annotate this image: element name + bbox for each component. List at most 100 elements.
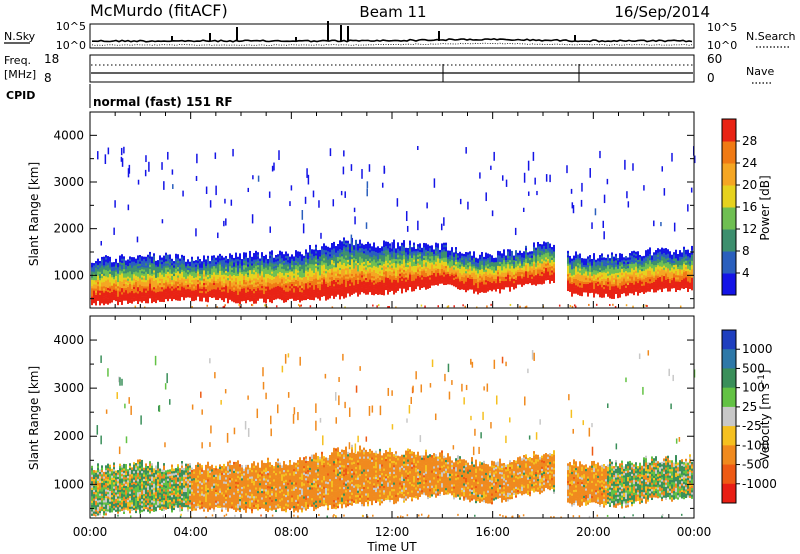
heatmap-cell bbox=[317, 281, 319, 285]
heatmap-cell bbox=[533, 267, 535, 271]
heatmap-cell bbox=[535, 266, 537, 269]
heatmap-cell bbox=[175, 264, 177, 267]
heatmap-cell bbox=[239, 263, 241, 267]
heatmap-cell bbox=[385, 268, 387, 272]
heatmap-cell bbox=[329, 293, 331, 297]
heatmap-cell bbox=[249, 271, 251, 275]
heatmap-cell bbox=[125, 283, 127, 286]
heatmap-cell bbox=[483, 282, 485, 285]
heatmap-cell bbox=[509, 268, 511, 271]
heatmap-cell bbox=[385, 252, 387, 255]
heatmap-cell bbox=[215, 297, 217, 300]
heatmap-cell bbox=[249, 250, 251, 254]
heatmap-cell bbox=[373, 248, 375, 252]
heatmap-cell bbox=[191, 286, 193, 289]
heatmap-cell bbox=[207, 285, 209, 288]
heatmap-cell bbox=[91, 285, 93, 289]
heatmap-cell bbox=[149, 296, 151, 299]
heatmap-cell bbox=[185, 284, 187, 288]
heatmap-cell bbox=[299, 297, 301, 301]
heatmap-cell bbox=[375, 255, 377, 259]
heatmap-cell bbox=[273, 280, 275, 284]
heatmap-cell bbox=[305, 257, 307, 261]
heatmap-cell bbox=[455, 274, 457, 277]
heatmap-cell bbox=[399, 283, 401, 287]
heatmap-cell bbox=[513, 270, 515, 273]
heatmap-cell bbox=[367, 264, 369, 268]
heatmap-cell bbox=[487, 259, 489, 263]
heatmap-cell bbox=[133, 259, 135, 262]
heatmap-cell bbox=[483, 256, 485, 260]
heatmap-cell bbox=[443, 244, 445, 248]
heatmap-cell bbox=[331, 285, 333, 288]
heatmap-cell bbox=[417, 260, 419, 264]
heatmap-cell bbox=[457, 261, 459, 264]
heatmap-cell bbox=[237, 273, 239, 276]
heatmap-cell bbox=[261, 258, 263, 261]
heatmap-cell bbox=[341, 293, 343, 297]
heatmap-cell bbox=[429, 285, 431, 289]
heatmap-cell bbox=[573, 255, 575, 258]
heatmap-cell bbox=[235, 271, 237, 274]
heatmap-cell bbox=[371, 263, 373, 266]
heatmap-cell bbox=[391, 254, 393, 258]
heatmap-cell bbox=[347, 276, 349, 279]
heatmap-cell bbox=[281, 293, 283, 297]
heatmap-cell bbox=[515, 277, 517, 280]
heatmap-cell bbox=[135, 273, 137, 276]
heatmap-cell bbox=[101, 256, 103, 260]
heatmap-cell bbox=[243, 264, 245, 268]
heatmap-cell bbox=[261, 256, 263, 259]
heatmap-cell bbox=[391, 288, 393, 291]
heatmap-cell bbox=[199, 259, 201, 262]
heatmap-cell bbox=[531, 270, 533, 273]
heatmap-cell bbox=[335, 281, 337, 285]
heatmap-cell bbox=[441, 258, 443, 261]
heatmap-cell bbox=[551, 278, 553, 281]
heatmap-cell bbox=[141, 273, 143, 276]
heatmap-cell bbox=[341, 256, 343, 259]
heatmap-cell bbox=[151, 283, 153, 287]
heatmap-cell bbox=[329, 253, 331, 257]
heatmap-cell bbox=[345, 253, 347, 256]
heatmap-cell bbox=[533, 271, 535, 275]
heatmap-cell bbox=[473, 270, 475, 273]
heatmap-cell bbox=[487, 257, 489, 261]
heatmap-cell bbox=[333, 277, 335, 280]
heatmap-cell bbox=[227, 286, 229, 289]
heatmap-cell bbox=[335, 267, 337, 270]
heatmap-cell bbox=[375, 283, 377, 286]
heatmap-cell bbox=[279, 263, 281, 266]
heatmap-cell bbox=[463, 264, 465, 267]
power-heatmap bbox=[91, 145, 696, 309]
heatmap-cell bbox=[131, 292, 133, 296]
heatmap-cell bbox=[409, 259, 411, 262]
heatmap-cell bbox=[567, 280, 569, 283]
heatmap-cell bbox=[375, 260, 377, 263]
heatmap-cell bbox=[461, 274, 463, 277]
heatmap-cell bbox=[101, 265, 103, 268]
heatmap-cell bbox=[435, 253, 437, 256]
heatmap-cell bbox=[331, 276, 333, 280]
heatmap-cell bbox=[267, 275, 269, 279]
heatmap-cell bbox=[323, 285, 325, 288]
heatmap-cell bbox=[365, 275, 367, 278]
heatmap-cell bbox=[347, 253, 349, 256]
heatmap-cell bbox=[229, 272, 231, 275]
heatmap-cell bbox=[289, 258, 291, 262]
heatmap-cell bbox=[331, 282, 333, 286]
heatmap-cell bbox=[119, 280, 121, 284]
heatmap-cell bbox=[281, 257, 283, 261]
heatmap-cell bbox=[363, 269, 365, 273]
heatmap-cell bbox=[131, 299, 133, 302]
heatmap-cell bbox=[379, 254, 381, 257]
heatmap-cell bbox=[233, 287, 235, 290]
heatmap-cell bbox=[179, 275, 181, 278]
heatmap-cell bbox=[373, 242, 375, 245]
heatmap-cell bbox=[259, 281, 261, 284]
heatmap-cell bbox=[525, 249, 527, 253]
heatmap-cell bbox=[307, 296, 309, 300]
heatmap-cell bbox=[381, 282, 383, 285]
heatmap-cell bbox=[277, 285, 279, 289]
heatmap-cell bbox=[491, 280, 493, 283]
